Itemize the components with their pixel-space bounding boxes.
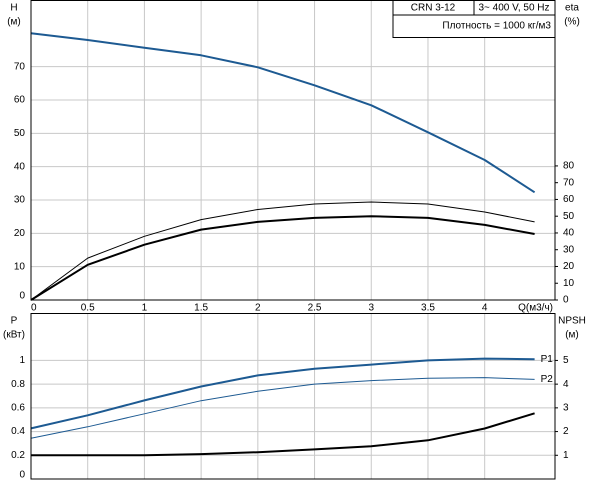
curve bbox=[30, 357, 535, 430]
curve bbox=[31, 412, 535, 457]
y-axis-label: P bbox=[11, 316, 18, 327]
curve bbox=[30, 377, 535, 439]
y-tick-label: 30 bbox=[14, 195, 26, 206]
y2-tick-label: 1 bbox=[563, 450, 569, 461]
y2-tick-label: 4 bbox=[563, 379, 569, 390]
plot-frame bbox=[30, 313, 556, 480]
x-tick-label: 0 bbox=[31, 303, 37, 314]
y2-tick-label: 50 bbox=[563, 211, 575, 222]
plot-background bbox=[31, 313, 555, 479]
y2-tick-label: 0 bbox=[563, 295, 569, 306]
series-label: P1 bbox=[541, 354, 554, 365]
supply: 3~ 400 V, 50 Hz bbox=[478, 3, 549, 14]
y2-tick-label: 5 bbox=[563, 355, 569, 366]
y2-axis-label: NPSH bbox=[558, 316, 586, 327]
y-tick-label: 20 bbox=[14, 228, 26, 239]
x-tick-label: 0.5 bbox=[81, 303, 95, 314]
y-tick-label: 50 bbox=[14, 128, 26, 139]
y-tick-label: 0.8 bbox=[11, 379, 25, 390]
density: Плотность = 1000 кг/м3 bbox=[442, 21, 551, 32]
y2-axis-label: (м) bbox=[565, 330, 579, 341]
x-tick-label: 2.5 bbox=[308, 303, 322, 314]
y2-tick-label: 40 bbox=[563, 228, 575, 239]
y-tick-label: 0 bbox=[19, 291, 25, 302]
y-tick-label: 70 bbox=[14, 61, 26, 72]
y-axis-label: (кВт) bbox=[3, 330, 25, 341]
x-tick-label: 4 bbox=[482, 303, 488, 314]
plot-frame bbox=[30, 0, 556, 301]
y2-axis-label: eta bbox=[565, 3, 579, 14]
y2-axis-label: (%) bbox=[564, 17, 580, 28]
x-tick-label: 3 bbox=[368, 303, 374, 314]
y-tick-label: 0.2 bbox=[11, 450, 25, 461]
y2-tick-label: 70 bbox=[563, 177, 575, 188]
series-label: P2 bbox=[541, 374, 554, 385]
y-axis-label: H bbox=[10, 3, 17, 14]
y2-tick-label: 10 bbox=[563, 278, 575, 289]
x-tick-label: 2 bbox=[255, 303, 261, 314]
curve bbox=[30, 215, 535, 301]
y-tick-label: 10 bbox=[14, 261, 26, 272]
x-tick-label: 3.5 bbox=[421, 303, 435, 314]
y-tick-label: 0 bbox=[19, 470, 25, 480]
curve bbox=[30, 32, 536, 194]
y-tick-label: 0.6 bbox=[11, 402, 25, 413]
y-tick-label: 0.4 bbox=[11, 426, 25, 437]
plot-background bbox=[31, 0, 555, 300]
y2-tick-label: 30 bbox=[563, 244, 575, 255]
x-axis-label: Q(м3/ч) bbox=[518, 303, 553, 314]
curve bbox=[30, 201, 535, 301]
y-tick-label: 60 bbox=[14, 95, 26, 106]
y2-tick-label: 60 bbox=[563, 194, 575, 205]
pump-model: CRN 3-12 bbox=[411, 3, 456, 14]
y2-tick-label: 2 bbox=[563, 426, 569, 437]
x-tick-label: 1 bbox=[142, 303, 148, 314]
y-tick-label: 1 bbox=[19, 355, 25, 366]
y2-tick-label: 20 bbox=[563, 261, 575, 272]
y-tick-label: 40 bbox=[14, 161, 26, 172]
y-axis-label: (м) bbox=[7, 17, 21, 28]
y2-tick-label: 3 bbox=[563, 402, 569, 413]
x-tick-label: 1.5 bbox=[194, 303, 208, 314]
y2-tick-label: 80 bbox=[563, 161, 575, 172]
